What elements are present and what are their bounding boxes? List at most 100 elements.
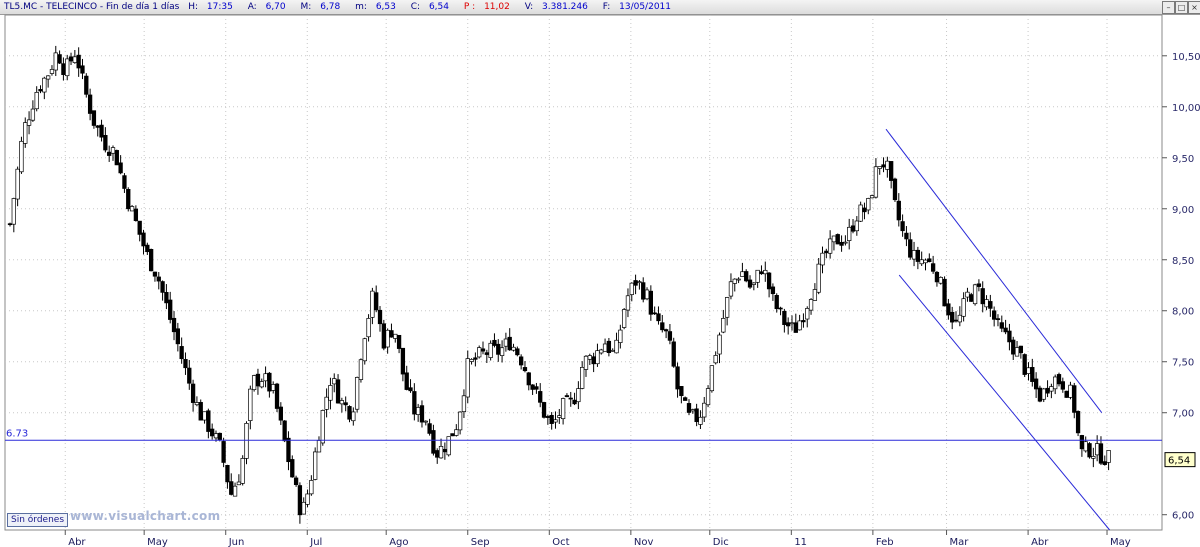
candle-body bbox=[377, 309, 383, 325]
candle-body bbox=[583, 355, 589, 370]
candle-body bbox=[396, 334, 402, 349]
candle-body bbox=[999, 322, 1004, 329]
candle-body bbox=[686, 403, 692, 413]
candle-body bbox=[332, 378, 337, 385]
candle-body bbox=[442, 448, 448, 453]
candle-body bbox=[938, 276, 943, 284]
candle-body bbox=[805, 308, 810, 320]
candle-body bbox=[541, 402, 547, 418]
candle-body bbox=[839, 241, 844, 246]
candle-body bbox=[168, 299, 173, 320]
candle-body bbox=[965, 291, 970, 298]
candle-body bbox=[778, 307, 783, 310]
candle-body bbox=[416, 407, 421, 415]
candle-body bbox=[534, 386, 539, 390]
candle-body bbox=[129, 206, 135, 212]
candle-body bbox=[717, 334, 722, 355]
candle-body bbox=[313, 451, 318, 480]
y-tick-label: 10,50 bbox=[1172, 52, 1200, 63]
candle-body bbox=[564, 395, 570, 398]
candle-body bbox=[766, 272, 772, 290]
candle-body bbox=[957, 314, 962, 323]
minimize-icon[interactable]: – bbox=[1162, 1, 1175, 14]
candle-body bbox=[976, 283, 982, 287]
candle-body bbox=[7, 223, 13, 226]
candle-body bbox=[625, 295, 631, 311]
candle-body bbox=[103, 135, 108, 151]
candle-body bbox=[1091, 456, 1096, 459]
candle-body bbox=[560, 398, 566, 420]
candle-body bbox=[648, 290, 653, 315]
candle-body bbox=[1068, 384, 1073, 398]
candle-body bbox=[114, 150, 119, 166]
candle-body bbox=[618, 329, 623, 343]
candle-body bbox=[858, 204, 863, 222]
candle-body bbox=[473, 357, 478, 360]
orders-status-button[interactable]: Sin órdenes bbox=[7, 513, 69, 527]
candle-body bbox=[1098, 443, 1104, 464]
candle-body bbox=[923, 259, 928, 264]
candle-body bbox=[511, 346, 516, 351]
candle-body bbox=[953, 319, 959, 322]
candle-body bbox=[15, 168, 20, 200]
overlay-lines: 6.73 bbox=[5, 128, 1162, 531]
candle-body bbox=[740, 271, 745, 277]
candle-body bbox=[538, 391, 543, 403]
candle-body bbox=[606, 340, 612, 354]
candle-body bbox=[1083, 441, 1088, 452]
candle-body bbox=[148, 249, 154, 272]
maximize-icon[interactable]: □ bbox=[1175, 1, 1188, 14]
last-price-box bbox=[1164, 452, 1196, 468]
candle-body bbox=[988, 301, 993, 309]
candle-body bbox=[572, 399, 577, 405]
candle-body bbox=[309, 480, 314, 495]
candle-body bbox=[156, 276, 161, 282]
candle-body bbox=[698, 416, 703, 425]
x-tick-label: Ago bbox=[389, 537, 408, 547]
candle-body bbox=[812, 289, 818, 301]
candle-body bbox=[431, 430, 436, 454]
candle-body bbox=[271, 384, 276, 391]
x-tick-label: Jun bbox=[228, 537, 245, 547]
candle-body bbox=[316, 440, 322, 453]
candle-body bbox=[374, 292, 379, 311]
candle-body bbox=[915, 249, 921, 262]
candle-body bbox=[293, 477, 299, 485]
horizontal-line-label: 6.73 bbox=[6, 428, 28, 439]
candle-body bbox=[950, 311, 955, 323]
candle-body bbox=[816, 263, 821, 293]
candle-body bbox=[755, 269, 760, 283]
candle-body bbox=[728, 281, 734, 297]
candle-body bbox=[122, 175, 127, 189]
candle-body bbox=[389, 330, 394, 338]
close-icon[interactable]: × bbox=[1188, 1, 1200, 14]
candle-body bbox=[152, 271, 158, 277]
candle-body bbox=[885, 160, 890, 170]
candle-body bbox=[164, 292, 169, 304]
candle-body bbox=[57, 54, 62, 64]
candle-body bbox=[1053, 376, 1058, 390]
candle-body bbox=[679, 386, 684, 397]
candle-body bbox=[576, 388, 581, 403]
candle-body bbox=[457, 411, 463, 431]
candle-body bbox=[133, 208, 139, 221]
candle-body bbox=[461, 395, 467, 412]
candle-body bbox=[919, 259, 924, 265]
quote-date: F: 13/05/2011 bbox=[602, 2, 671, 12]
candle-body bbox=[553, 419, 558, 423]
candle-body bbox=[503, 338, 509, 347]
candle-body bbox=[370, 290, 375, 318]
candle-body bbox=[656, 313, 661, 322]
candle-body bbox=[87, 94, 93, 114]
x-tick-label: May bbox=[147, 537, 168, 547]
candle-body bbox=[671, 341, 676, 367]
candle-body bbox=[1041, 388, 1046, 400]
candle-body bbox=[297, 485, 303, 516]
candle-body bbox=[229, 481, 234, 495]
candle-body bbox=[248, 388, 253, 421]
candle-body bbox=[1095, 443, 1100, 456]
candle-body bbox=[210, 428, 215, 437]
candle-body bbox=[770, 286, 776, 295]
candle-body bbox=[621, 309, 627, 328]
